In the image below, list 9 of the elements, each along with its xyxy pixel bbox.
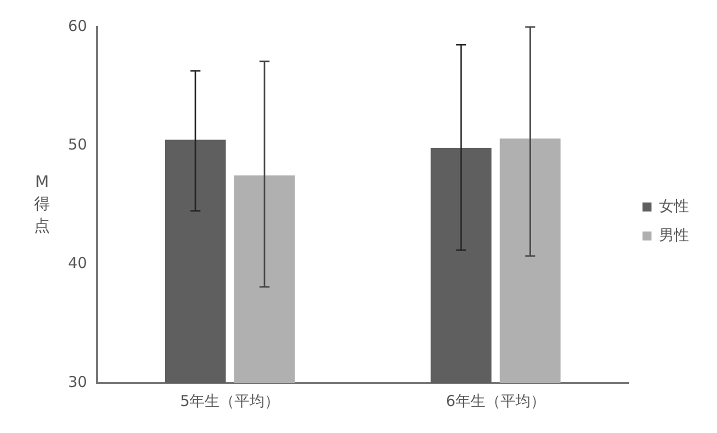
y-tick-label: 50 [68,136,88,154]
x-tick-label: 5年生（平均） [180,392,280,410]
x-tick-label: 6年生（平均） [446,392,546,410]
legend-label: 女性 [659,196,689,215]
y-tick-label: 60 [68,16,88,35]
y-tick-label: 40 [68,254,88,272]
y-axis-title: M得点 [34,172,50,236]
y-tick-label: 30 [68,372,88,391]
legend-label: 男性 [659,226,689,244]
